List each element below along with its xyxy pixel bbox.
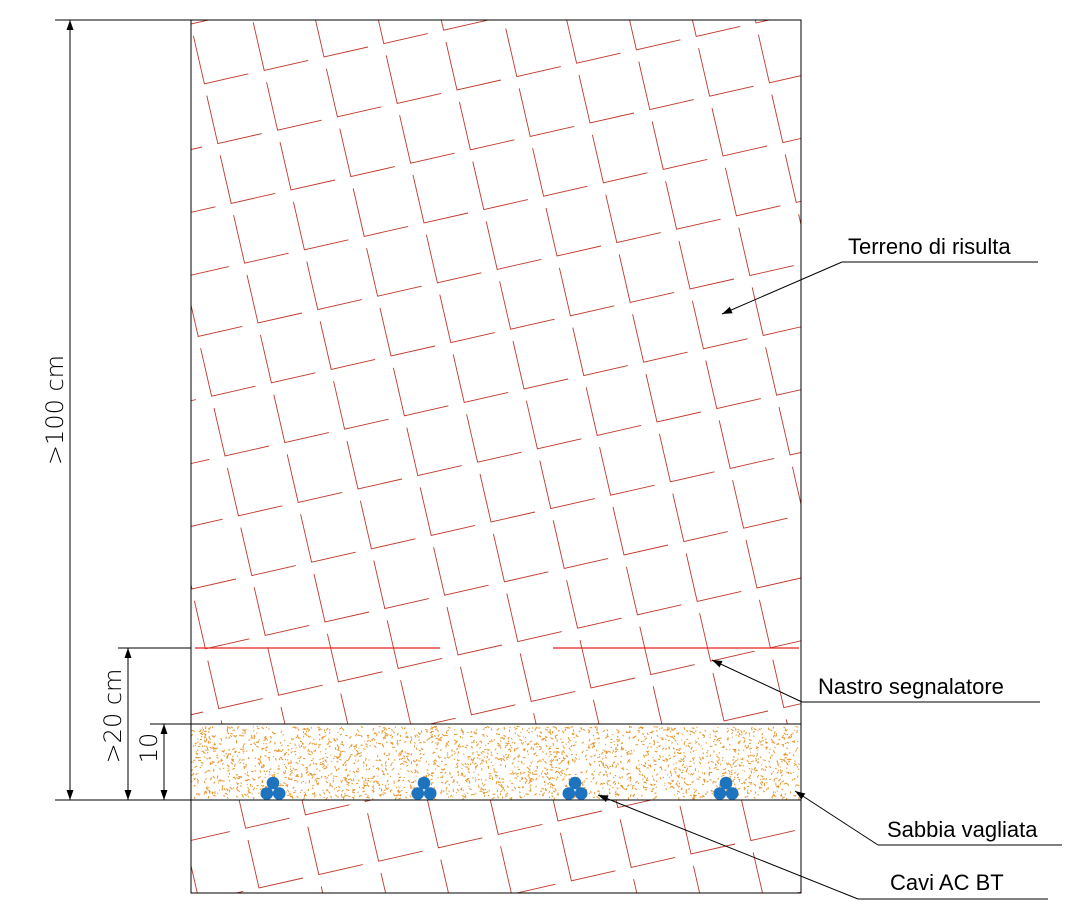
cable-trefoil (713, 776, 739, 800)
label-sabbia-vagliata: Sabbia vagliata (887, 817, 1038, 842)
native-soil-hatch (191, 800, 801, 893)
cable-conductor (411, 787, 425, 800)
cable-groups (260, 776, 739, 800)
cable-conductor (272, 787, 286, 800)
cable-conductor (574, 787, 588, 800)
label-cavi-ac-bt: Cavi AC BT (890, 870, 1004, 895)
cable-conductor (423, 787, 437, 800)
cable-conductor (266, 776, 280, 790)
leader-terreno (721, 261, 1038, 315)
total-depth-label: >100 cm (41, 355, 69, 465)
sand-dots (191, 725, 801, 800)
label-terreno-di-risulta: Terreno di risulta (848, 234, 1011, 259)
leader-cavi (597, 794, 1048, 900)
cable-trefoil (260, 776, 286, 800)
backfill-soil-hatch (191, 20, 801, 724)
leader-sabbia (794, 790, 1062, 846)
cable-trefoil (562, 776, 588, 800)
sand-layer-texture (191, 725, 801, 800)
cable-conductor (417, 776, 431, 790)
sand-depth-label: 10 (135, 733, 163, 764)
hatch-marks (191, 800, 801, 893)
cable-conductor (562, 787, 576, 800)
cable-conductor (260, 787, 274, 800)
trench-outline (190, 19, 802, 894)
label-nastro-segnalatore: Nastro segnalatore (818, 674, 1004, 699)
cable-conductor (568, 776, 582, 790)
leader-nastro (711, 659, 1040, 703)
tape-depth-label: >20 cm (99, 669, 127, 764)
cable-conductor (725, 787, 739, 800)
hatch-marks (191, 20, 801, 724)
cable-trefoil (411, 776, 437, 800)
cable-conductor (713, 787, 727, 800)
cable-conductor (719, 776, 733, 790)
